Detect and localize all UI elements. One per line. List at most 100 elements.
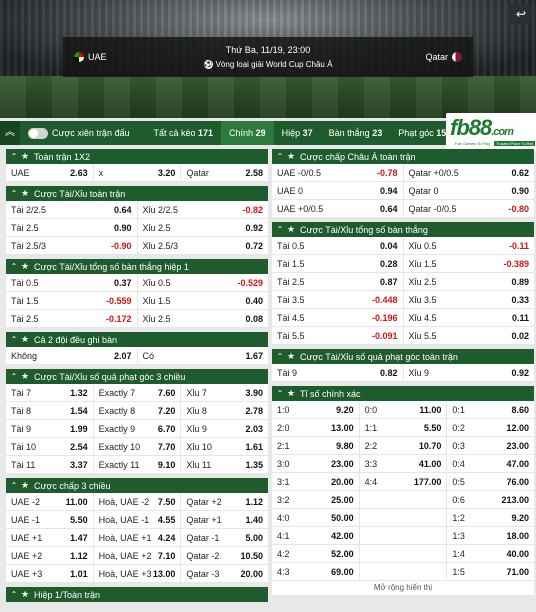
odds-cell[interactable]: UAE -2 11.00	[6, 493, 94, 510]
market-header[interactable]: ⌃ ★ Cược Tài/Xỉu số quả phạt góc toàn trận	[272, 349, 534, 364]
star-icon[interactable]: ★	[20, 480, 30, 490]
odds-cell[interactable]: Xỉu 2.5 0.08	[138, 310, 269, 327]
odds-cell[interactable]: Tài 2/2.5 0.64	[6, 201, 138, 218]
market-header[interactable]: ⌃ ★ Cược chấp Châu Á toàn trận	[272, 149, 534, 164]
odds-cell[interactable]: Xỉu 8 2.78	[181, 402, 268, 419]
odds-cell[interactable]: Qatar -2 10.50	[181, 547, 268, 564]
odds-cell[interactable]: 2:1 9.80	[272, 437, 360, 454]
odds-cell[interactable]: Tài 4.5 -0.196	[272, 309, 404, 326]
odds-cell[interactable]: Tài 7 1.32	[6, 384, 94, 401]
odds-cell[interactable]: Tài 1.5 -0.559	[6, 292, 138, 309]
odds-cell[interactable]: Xỉu 4.5 0.11	[404, 309, 535, 326]
odds-cell[interactable]: 3:2 25.00	[272, 491, 360, 508]
chevron-down-icon[interactable]: ⌃	[10, 262, 18, 271]
star-icon[interactable]: ★	[20, 334, 30, 344]
odds-cell[interactable]: Xỉu 1.5 0.40	[138, 292, 269, 309]
star-icon[interactable]: ★	[20, 261, 30, 271]
odds-cell[interactable]: Tài 2.5 0.87	[272, 273, 404, 290]
odds-cell[interactable]: 4:0 50.00	[272, 509, 360, 526]
odds-cell[interactable]: Xỉu 2.5 0.92	[138, 219, 269, 236]
odds-cell[interactable]: Tài 11 3.37	[6, 456, 94, 473]
odds-cell[interactable]: Exactly 8 7.20	[94, 402, 182, 419]
odds-cell[interactable]: 1:3 18.00	[447, 527, 534, 544]
odds-cell[interactable]: Tài 3.5 -0.448	[272, 291, 404, 308]
odds-cell[interactable]: Qatar -1 5.00	[181, 529, 268, 546]
odds-cell[interactable]: x 3.20	[94, 164, 182, 181]
odds-cell[interactable]: Qatar -3 20.00	[181, 565, 268, 582]
market-header[interactable]: ⌃ ★ Toàn trận 1X2	[6, 149, 268, 164]
odds-cell[interactable]: 1:1 5.50	[360, 419, 448, 436]
odds-cell[interactable]: Hoà, UAE -1 4.55	[94, 511, 182, 528]
tab-corners[interactable]: Phạt góc 15	[398, 128, 447, 138]
odds-cell[interactable]: Hoà, UAE +3 13.00	[94, 565, 182, 582]
odds-cell[interactable]: Exactly 11 9.10	[94, 456, 182, 473]
tab-goals[interactable]: Bàn thắng 23	[328, 128, 383, 138]
odds-cell[interactable]: Xỉu 5.5 0.02	[404, 327, 535, 344]
odds-cell[interactable]: Không 2.07	[6, 347, 138, 364]
odds-cell[interactable]: Xỉu 9 2.03	[181, 420, 268, 437]
odds-cell[interactable]: Qatar +2 1.12	[181, 493, 268, 510]
chevron-down-icon[interactable]: ⌃	[10, 189, 18, 198]
odds-cell[interactable]: Xỉu 0.5 -0.11	[404, 237, 535, 254]
market-header[interactable]: ⌃ ★ Cược Tài/Xỉu toàn trận	[6, 186, 268, 201]
odds-cell[interactable]: Tài 5.5 -0.091	[272, 327, 404, 344]
odds-cell[interactable]: Xỉu 3.5 0.33	[404, 291, 535, 308]
star-icon[interactable]: ★	[20, 589, 30, 599]
odds-cell[interactable]: Qatar 0 0.90	[404, 182, 535, 199]
odds-cell[interactable]: 0:0 11.00	[360, 401, 448, 418]
odds-cell[interactable]: UAE -1 5.50	[6, 511, 94, 528]
market-header[interactable]: ⌃ ★ Tỉ số chính xác	[272, 386, 534, 401]
odds-cell[interactable]: 1:2 9.20	[447, 509, 534, 526]
odds-cell[interactable]: Xỉu 2/2.5 -0.82	[138, 201, 269, 218]
chevron-down-icon[interactable]: ⌃	[276, 352, 284, 361]
chevron-down-icon[interactable]: ⌃	[10, 335, 18, 344]
expand-more-link[interactable]: Mở rộng hiển thị	[272, 581, 534, 595]
odds-cell[interactable]: Tài 2.5 -0.172	[6, 310, 138, 327]
odds-cell[interactable]: Tài 8 1.54	[6, 402, 94, 419]
odds-cell[interactable]: UAE +3 1.01	[6, 565, 94, 582]
odds-cell[interactable]: Hoà, UAE -2 7.50	[94, 493, 182, 510]
odds-cell[interactable]: Xỉu 9 0.92	[404, 364, 535, 381]
chevron-down-icon[interactable]: ⌃	[276, 152, 284, 161]
odds-cell[interactable]: Tài 9 0.82	[272, 364, 404, 381]
odds-cell[interactable]: 4:1 42.00	[272, 527, 360, 544]
odds-cell[interactable]: 1:0 9.20	[272, 401, 360, 418]
odds-cell[interactable]: 0:2 12.00	[447, 419, 534, 436]
odds-cell[interactable]: Có 1.67	[138, 347, 269, 364]
odds-cell[interactable]: 3:0 23.00	[272, 455, 360, 472]
tab-main[interactable]: Chính 29	[221, 121, 274, 145]
odds-cell[interactable]: 4:4 177.00	[360, 473, 448, 490]
odds-cell[interactable]: 0:5 76.00	[447, 473, 534, 490]
odds-cell[interactable]: 0:3 23.00	[447, 437, 534, 454]
odds-cell[interactable]: UAE 2.63	[6, 164, 94, 181]
odds-cell[interactable]: Exactly 9 6.70	[94, 420, 182, 437]
odds-cell[interactable]: Qatar +0/0.5 0.62	[404, 164, 535, 181]
odds-cell[interactable]: 0:4 47.00	[447, 455, 534, 472]
odds-cell[interactable]: Tài 0.5 0.37	[6, 274, 138, 291]
odds-cell[interactable]: 1:4 40.00	[447, 545, 534, 562]
odds-cell[interactable]: UAE +0/0.5 0.64	[272, 200, 404, 217]
star-icon[interactable]: ★	[286, 351, 296, 361]
odds-cell[interactable]: Xỉu 2.5 0.89	[404, 273, 535, 290]
tab-all[interactable]: Tất cả kèo 171	[153, 128, 214, 138]
back-icon[interactable]: ↩	[510, 4, 532, 24]
odds-cell[interactable]: UAE -0/0.5 -0.78	[272, 164, 404, 181]
odds-cell[interactable]: Xỉu 11 1.35	[181, 456, 268, 473]
odds-cell[interactable]: UAE +2 1.12	[6, 547, 94, 564]
star-icon[interactable]: ★	[20, 188, 30, 198]
odds-cell[interactable]: 3:1 20.00	[272, 473, 360, 490]
odds-cell[interactable]: Tài 10 2.54	[6, 438, 94, 455]
odds-cell[interactable]: 4:3 69.00	[272, 563, 360, 580]
market-header[interactable]: ⌃ ★ Cược Tài/Xỉu tổng số bàn thắng	[272, 222, 534, 237]
odds-cell[interactable]: 3:3 41.00	[360, 455, 448, 472]
star-icon[interactable]: ★	[20, 151, 30, 161]
odds-cell[interactable]: Qatar 2.58	[181, 164, 268, 181]
odds-cell[interactable]: 4:2 52.00	[272, 545, 360, 562]
odds-cell[interactable]: Tài 2.5/3 -0.90	[6, 237, 138, 254]
odds-cell[interactable]: 1:5 71.00	[447, 563, 534, 580]
chevron-down-icon[interactable]: ⌃	[10, 481, 18, 490]
market-header[interactable]: ⌃ ★ Cược chấp 3 chiều	[6, 478, 268, 493]
odds-cell[interactable]: Exactly 10 7.70	[94, 438, 182, 455]
star-icon[interactable]: ★	[286, 224, 296, 234]
odds-cell[interactable]: UAE 0 0.94	[272, 182, 404, 199]
